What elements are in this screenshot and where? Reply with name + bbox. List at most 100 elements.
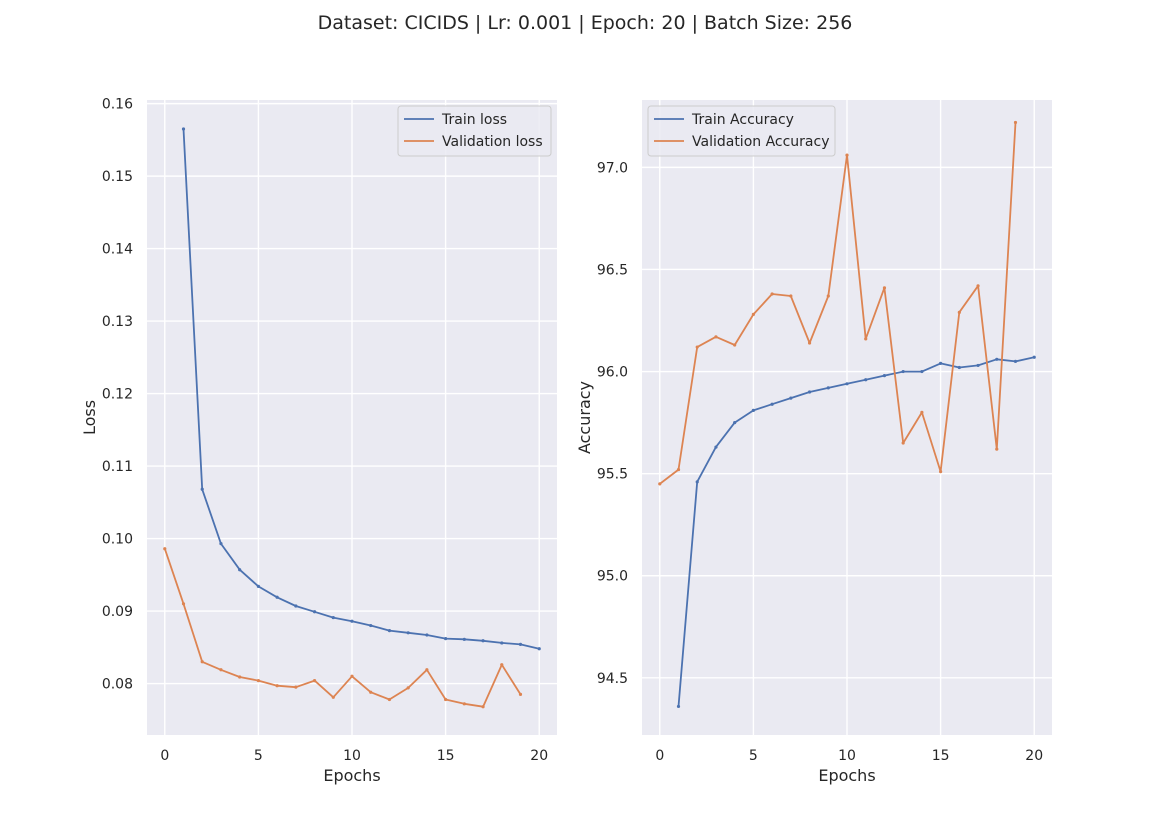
train-data-point — [294, 604, 298, 608]
validation-data-point — [518, 692, 523, 697]
y-tick-label: 0.08 — [102, 677, 133, 693]
validation-data-point — [864, 337, 868, 341]
x-tick-label: 5 — [749, 748, 758, 764]
train-data-point — [181, 127, 186, 131]
validation-data-point — [733, 343, 737, 347]
y-tick-label: 94.5 — [597, 671, 628, 687]
train-data-point — [826, 386, 830, 390]
x-tick-label: 10 — [343, 748, 361, 764]
x-tick-label: 0 — [655, 748, 664, 764]
y-tick-label: 0.16 — [102, 97, 133, 113]
validation-data-point — [658, 482, 662, 486]
validation-data-point — [500, 663, 504, 667]
validation-data-point — [976, 284, 980, 288]
y-tick-label: 0.14 — [102, 242, 133, 258]
validation-data-point — [200, 660, 204, 664]
train-data-point — [312, 610, 317, 614]
validation-data-point — [294, 685, 298, 689]
validation-data-point — [387, 697, 392, 702]
y-tick-label: 0.09 — [102, 604, 133, 620]
train-data-point — [387, 629, 392, 633]
legend: Train loss Validation loss — [397, 105, 552, 157]
train-data-point — [939, 361, 943, 365]
train-data-point — [976, 363, 980, 368]
train-data-point — [1032, 355, 1036, 359]
validation-data-point — [219, 668, 223, 672]
y-tick-label: 97.0 — [597, 160, 628, 176]
validation-legend-label: Validation Accuracy — [692, 134, 830, 150]
y-tick-label: 95.5 — [597, 467, 628, 483]
y-tick-label: 96.5 — [597, 262, 628, 278]
train-data-point — [219, 542, 223, 546]
validation-legend-label: Validation loss — [442, 134, 543, 150]
train-series-line — [182, 128, 541, 650]
train-data-point — [676, 704, 681, 709]
train-data-point — [882, 374, 887, 378]
x-axis-label: Epochs — [818, 766, 875, 785]
validation-data-point — [163, 547, 167, 551]
train-legend-label: Train loss — [441, 112, 507, 128]
validation-data-point — [751, 312, 755, 316]
validation-data-point — [714, 335, 718, 339]
train-data-point — [500, 641, 504, 645]
validation-data-point — [695, 345, 699, 349]
y-tick-label: 0.10 — [102, 532, 133, 548]
validation-data-point — [770, 292, 774, 296]
validation-data-point — [826, 294, 830, 298]
figure-title: Dataset: CICIDS | Lr: 0.001 | Epoch: 20 … — [317, 12, 853, 34]
train-data-point — [845, 382, 849, 386]
validation-data-point — [256, 679, 260, 683]
legend: Train Accuracy Validation Accuracy — [647, 105, 836, 157]
train-data-point — [369, 623, 373, 628]
y-tick-label: 96.0 — [597, 365, 628, 381]
validation-data-point — [369, 690, 373, 694]
train-data-point — [695, 480, 699, 484]
x-axis-label: Epochs — [323, 766, 380, 785]
validation-data-point — [882, 286, 887, 290]
train-data-point — [714, 445, 718, 449]
train-data-point — [444, 636, 448, 641]
y-tick-label: 0.15 — [102, 169, 133, 185]
train-data-point — [238, 568, 242, 572]
validation-data-point — [275, 684, 279, 688]
train-data-point — [751, 408, 755, 412]
loss-chart: 0 5 10 15 20 0.08 0.09 0.10 0.11 0.12 0.13 0.14 0.15… — [80, 97, 557, 785]
train-data-point — [200, 487, 204, 491]
validation-data-point — [350, 674, 354, 678]
validation-data-point — [444, 697, 448, 702]
y-tick-label: 0.12 — [102, 387, 133, 403]
train-data-point — [425, 633, 429, 637]
train-data-point — [920, 369, 924, 374]
validation-data-point — [920, 410, 924, 414]
validation-series-line — [163, 547, 522, 708]
train-legend-label: Train Accuracy — [691, 112, 794, 128]
validation-data-point — [425, 668, 429, 672]
train-data-point — [275, 595, 279, 599]
train-data-point — [350, 619, 354, 623]
validation-data-point — [312, 679, 317, 683]
validation-data-point — [845, 153, 849, 157]
train-data-point — [1013, 359, 1018, 363]
validation-series-line — [658, 121, 1017, 485]
train-data-point — [770, 402, 774, 406]
train-data-point — [462, 637, 466, 641]
y-axis-label: Loss — [80, 400, 99, 435]
validation-data-point — [462, 702, 466, 706]
y-axis-label: Accuracy — [575, 381, 594, 454]
validation-data-point — [807, 341, 812, 345]
train-data-point — [901, 369, 905, 374]
train-data-point — [331, 615, 335, 620]
validation-data-point — [181, 602, 186, 606]
legend-box — [647, 105, 836, 157]
validation-data-point — [957, 310, 961, 314]
validation-data-point — [481, 705, 485, 709]
y-tick-label: 95.0 — [597, 569, 628, 585]
train-data-point — [406, 631, 410, 635]
validation-data-point — [995, 447, 999, 451]
train-data-point — [256, 584, 260, 588]
accuracy-chart: 0 5 10 15 20 94.5 95.0 95.5 96.0 96.5 97.0 Epochs Ac… — [575, 100, 1052, 785]
validation-data-point — [331, 695, 335, 699]
x-tick-label: 15 — [437, 748, 455, 764]
train-data-point — [864, 378, 868, 382]
